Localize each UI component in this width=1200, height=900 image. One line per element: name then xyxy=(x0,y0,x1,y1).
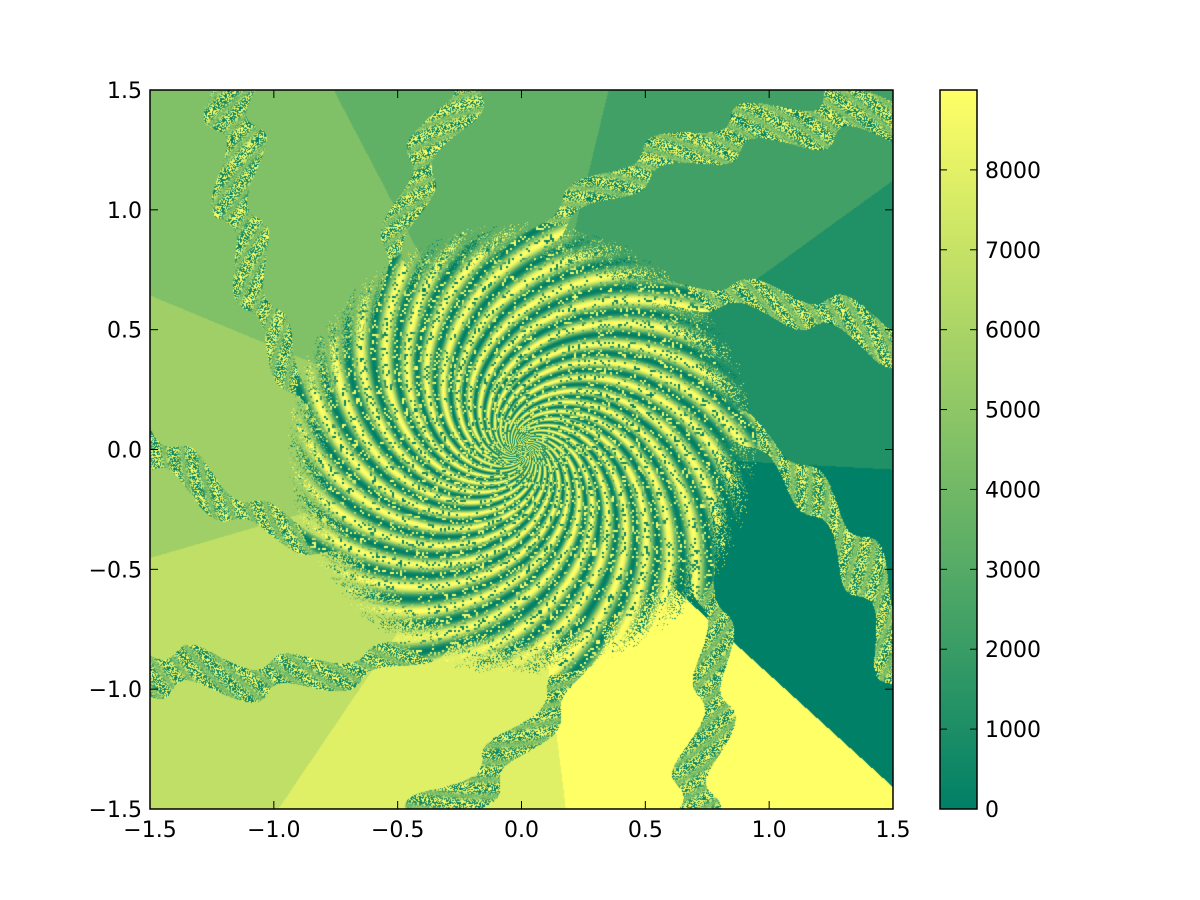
colorbar-tick-label: 1000 xyxy=(985,718,1041,743)
colorbar-gradient xyxy=(940,90,977,809)
plot-area xyxy=(149,89,894,810)
colorbar-tick-label: 6000 xyxy=(985,319,1041,344)
colorbar-tick-label: 5000 xyxy=(985,399,1041,424)
x-tick-label: −1.0 xyxy=(247,818,300,843)
x-axis: −1.5 −1.0 −0.5 0.0 0.5 1.0 1.5 xyxy=(123,90,911,843)
y-tick-label: 0.0 xyxy=(107,439,142,464)
x-tick-label: 1.5 xyxy=(876,818,911,843)
y-axis: −1.5 −1.0 −0.5 0.0 0.5 1.0 1.5 xyxy=(89,79,893,823)
colorbar-tick-label: 4000 xyxy=(985,478,1041,503)
colorbar-tick-label: 3000 xyxy=(985,558,1041,583)
y-tick-label: 0.5 xyxy=(107,319,142,344)
colorbar-tick-label: 7000 xyxy=(985,239,1041,264)
colorbar-tick-label: 8000 xyxy=(985,159,1041,184)
colorbar-tick-label: 2000 xyxy=(985,638,1041,663)
y-tick-label: −1.5 xyxy=(89,798,142,823)
x-tick-label: 0.5 xyxy=(628,818,663,843)
x-tick-label: 1.0 xyxy=(752,818,787,843)
x-tick-label: −1.5 xyxy=(123,818,176,843)
y-tick-label: 1.0 xyxy=(107,199,142,224)
colorbar-tick-label: 0 xyxy=(985,798,999,823)
colorbar-ticks: 0 1000 2000 3000 4000 5000 6000 7000 8000 xyxy=(940,159,1041,823)
colorbar-frame xyxy=(939,89,978,810)
heatmap-image xyxy=(150,90,893,809)
y-tick-label: −1.0 xyxy=(89,678,142,703)
y-tick-label: −0.5 xyxy=(89,558,142,583)
x-tick-label: −0.5 xyxy=(371,818,424,843)
colorbar: 0 1000 2000 3000 4000 5000 6000 7000 8000 xyxy=(939,89,1041,823)
x-tick-label: 0.0 xyxy=(504,818,539,843)
y-tick-label: 1.5 xyxy=(107,79,142,104)
